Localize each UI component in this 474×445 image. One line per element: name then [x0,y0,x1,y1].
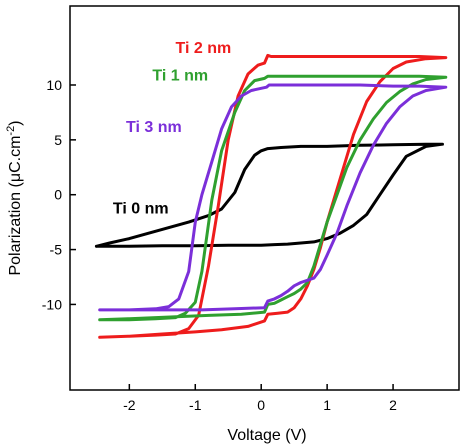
plot-frame [69,5,460,391]
y-axis-title-close: ) [7,120,24,125]
x-tick-label: 1 [323,397,331,413]
y-tick-label: -10 [42,296,62,312]
series-label-ti-2-nm: Ti 2 nm [175,40,231,57]
y-tick-label: 10 [46,77,62,93]
series-labels: Ti 2 nm Ti 1 nm Ti 3 nm Ti 0 nm [113,40,231,217]
y-tick-label: -5 [50,242,63,258]
x-axis-title: Voltage (V) [227,427,306,444]
y-tick-label: 0 [54,187,62,203]
series-lines [94,53,448,339]
x-tick-label: 2 [389,397,397,413]
series-label-ti-1-nm: Ti 1 nm [152,68,208,85]
series-label-ti-3-nm: Ti 3 nm [126,119,182,136]
y-axis-title-main: Polarization (μC.cm [7,136,24,276]
x-tick-label: -1 [189,397,202,413]
series-line-ti-0-nm [94,142,444,248]
y-axis-title: Polarization (μC.cm-2) [5,120,24,275]
series-line-ti-1-nm [98,74,448,322]
y-tick-label: 5 [54,132,62,148]
y-axis-title-superscript: -2 [5,126,17,136]
x-axis: -2 -1 0 1 2 [123,384,397,413]
x-tick-label: 0 [257,397,265,413]
series-line-ti-3-nm [98,83,448,312]
y-axis: 10 5 0 -5 -10 [42,77,76,312]
series-label-ti-0-nm: Ti 0 nm [113,200,169,217]
x-tick-label: -2 [123,397,136,413]
series-line-ti-2-nm [98,53,448,339]
